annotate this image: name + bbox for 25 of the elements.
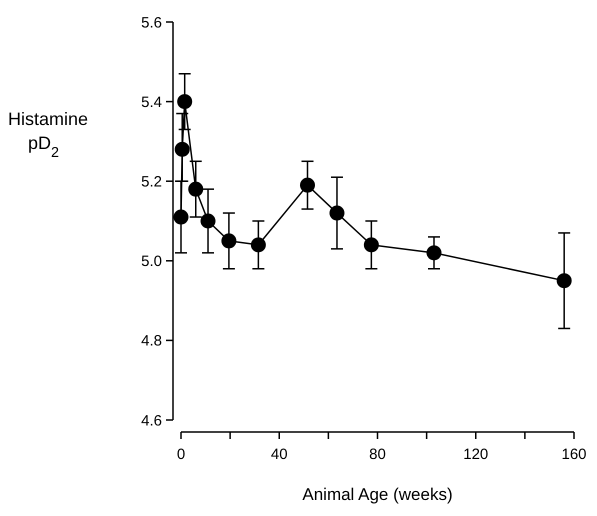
point [250,237,266,252]
y-tick-label: 5.2 [141,173,162,190]
x-tick-label: 40 [270,446,288,463]
x-tick-label: 0 [176,446,186,463]
point [364,237,379,252]
point [426,245,442,260]
x-tick-label: 160 [561,446,587,463]
x-tick-label: 120 [463,446,488,463]
y-tick-label: 5.6 [141,14,162,32]
point [221,233,236,248]
point [177,94,192,110]
y-tick-label: 5.0 [141,253,162,270]
y-tick-label: 5.4 [141,94,162,111]
y-tick-label: 4.8 [141,332,162,350]
y-axis-title: Histamine pD$_{2}$ [8,109,88,161]
point [188,182,204,197]
point [174,142,190,157]
point [300,178,315,193]
point [174,210,188,225]
point [556,273,572,288]
point [329,206,344,221]
y-tick-label: 4.6 [141,412,162,430]
x-axis-title: Animal Age (weeks) [302,485,453,504]
point [200,214,216,228]
x-tick-label: 80 [369,446,386,463]
